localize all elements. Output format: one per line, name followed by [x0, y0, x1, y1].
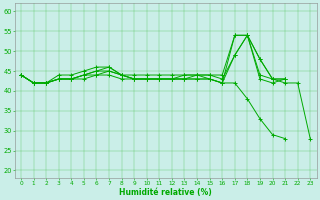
- X-axis label: Humidité relative (%): Humidité relative (%): [119, 188, 212, 197]
